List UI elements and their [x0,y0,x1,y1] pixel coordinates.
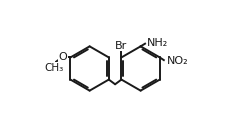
Text: CH₃: CH₃ [45,63,64,73]
Text: O: O [58,52,67,62]
Text: NH₂: NH₂ [147,38,169,48]
Text: Br: Br [115,41,127,51]
Text: NO₂: NO₂ [167,56,188,66]
